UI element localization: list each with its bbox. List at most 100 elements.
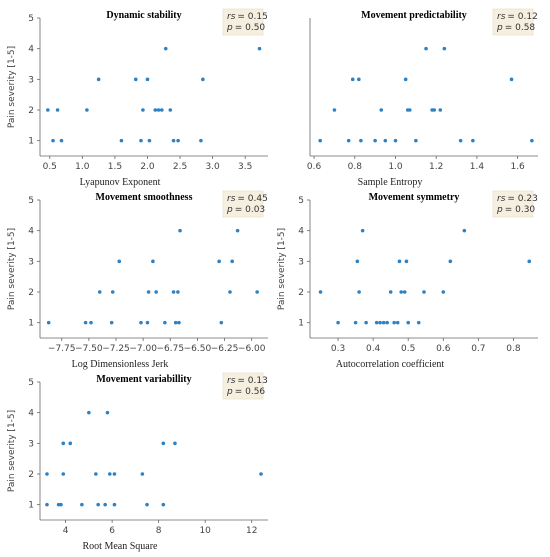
x-tick-label: 0.8	[348, 162, 363, 172]
data-point	[438, 108, 443, 112]
x-tick-label: 1.6	[510, 162, 525, 172]
stat-rs-label: rs	[227, 376, 236, 386]
data-point	[399, 290, 404, 294]
x-tick-label: 1.2	[429, 162, 443, 172]
stat-p: p = 0.58	[496, 23, 535, 33]
data-point	[527, 259, 532, 264]
chart-title: Movement predictability	[361, 10, 467, 21]
x-axis-label: Autocorrelation coefficient	[336, 359, 445, 370]
y-tick-label: 3	[298, 257, 304, 267]
x-tick-label: −6.75	[156, 344, 184, 354]
data-point	[432, 108, 436, 112]
stat-rs-label: rs	[497, 194, 506, 204]
data-point	[404, 259, 409, 264]
x-tick-label: 2.5	[173, 162, 187, 172]
x-axis-label: Log Dimensionless Jerk	[72, 359, 169, 370]
data-point	[80, 502, 84, 507]
x-axis-label: Root Mean Square	[83, 541, 159, 552]
data-point	[217, 259, 221, 264]
x-tick-label: 0.5	[401, 344, 415, 354]
stat-box	[222, 372, 264, 400]
data-point	[154, 290, 158, 294]
stat-box	[492, 8, 534, 36]
chart-title: Movement variabillity	[96, 374, 191, 385]
chart-title: Dynamic stability	[106, 10, 181, 21]
x-tick-label: −7.50	[75, 344, 103, 354]
data-point	[176, 138, 180, 143]
stat-rs: rs = 0.23	[497, 194, 538, 204]
data-point	[381, 320, 386, 325]
x-tick-label: −6.50	[184, 344, 212, 354]
y-tick-label: 3	[28, 439, 34, 449]
data-point	[160, 108, 164, 112]
data-point	[448, 259, 453, 264]
y-tick-label: 4	[28, 227, 34, 237]
data-point	[393, 138, 398, 143]
data-point	[163, 46, 168, 51]
data-point	[403, 77, 408, 82]
data-point	[133, 77, 138, 82]
y-tick-label: 5	[28, 378, 34, 388]
x-tick-label: 0.4	[366, 344, 381, 354]
data-point	[379, 108, 384, 112]
y-tick-label: 2	[298, 288, 304, 298]
data-point	[383, 138, 388, 143]
data-point	[163, 320, 167, 325]
data-point	[530, 138, 534, 143]
x-tick-label: 0.5	[43, 162, 57, 172]
data-point	[59, 138, 64, 143]
stat-p-value: = 0.56	[235, 387, 266, 397]
data-point	[145, 320, 150, 325]
data-point	[336, 320, 340, 325]
stat-rs-value: = 0.12	[507, 12, 537, 22]
chart-title: Movement symmetry	[369, 192, 460, 203]
y-tick-label: 2	[28, 288, 34, 298]
data-point	[59, 502, 63, 507]
data-point	[219, 320, 224, 325]
data-point	[442, 46, 447, 51]
data-point	[96, 77, 101, 82]
data-point	[109, 320, 114, 325]
x-tick-label: −6.00	[238, 344, 266, 354]
y-axis-label: Pain severity [1-5]	[277, 228, 287, 310]
stat-box	[222, 190, 264, 218]
data-point	[406, 320, 411, 325]
x-tick-label: 1.0	[75, 162, 90, 172]
data-point	[397, 259, 402, 264]
data-point	[378, 320, 382, 325]
data-point	[168, 108, 173, 112]
data-point	[228, 290, 232, 294]
data-point	[61, 441, 66, 446]
y-tick-label: 1	[28, 319, 34, 329]
x-tick-label: 8	[156, 526, 162, 536]
data-point	[235, 228, 240, 233]
scatter-panel-2: Movement predictability rs = 0.12p = 0.580.…	[307, 8, 538, 188]
y-tick-label: 4	[28, 45, 34, 55]
x-tick-label: 10	[199, 526, 211, 536]
data-point	[395, 320, 400, 325]
stat-p: p = 0.56	[226, 387, 265, 397]
y-axis-label: Pain severity [1-5]	[7, 410, 17, 492]
scatter-panel-1: Dynamic stability rs = 0.15p = 0.50123450.5…	[7, 8, 268, 188]
stat-rs: rs = 0.45	[227, 194, 268, 204]
data-point	[388, 290, 393, 294]
data-point	[173, 441, 177, 446]
stat-rs-value: = 0.45	[237, 194, 267, 204]
data-point	[146, 290, 151, 294]
data-point	[462, 228, 467, 233]
data-point	[153, 108, 158, 112]
stat-p-label: p	[226, 387, 233, 397]
y-tick-label: 1	[28, 501, 34, 511]
data-point	[364, 320, 368, 325]
x-tick-label: 0.3	[331, 344, 345, 354]
stat-rs: rs = 0.15	[227, 12, 268, 22]
data-point	[199, 138, 203, 143]
data-point	[176, 290, 180, 294]
y-axis-label: Pain severity [1-5]	[7, 228, 17, 310]
x-tick-label: 6	[109, 526, 115, 536]
data-point	[171, 290, 176, 294]
data-point	[45, 502, 49, 507]
data-point	[414, 138, 418, 143]
data-point	[318, 138, 322, 143]
